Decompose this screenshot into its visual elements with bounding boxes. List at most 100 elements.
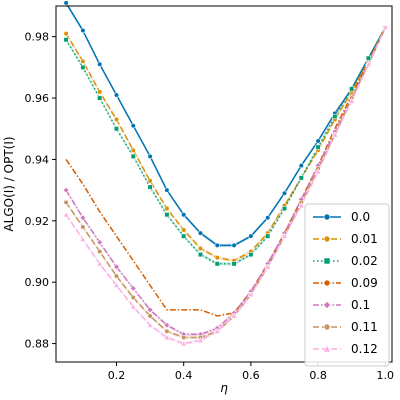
data-point (97, 61, 103, 67)
x-tick-label: 0.2 (108, 369, 126, 382)
data-point (197, 337, 204, 344)
x-axis-ticks: 0.2 0.4 0.6 0.8 1.0 (108, 362, 394, 382)
data-point (129, 285, 137, 292)
series-line (65, 27, 386, 317)
plot-frame (55, 5, 393, 363)
data-point (146, 321, 154, 328)
data-point (63, 0, 69, 6)
series-lines (65, 2, 386, 345)
data-point (214, 255, 220, 261)
data-point (80, 64, 86, 70)
x-tick-label: 1.0 (377, 369, 395, 382)
data-point (181, 334, 187, 341)
data-point (147, 178, 153, 184)
y-axis-label: ALGO(I) / OPT(I) (2, 136, 16, 231)
data-point (214, 261, 220, 267)
data-point (298, 162, 304, 169)
legend-label: 0.02 (351, 254, 378, 268)
y-tick-label: 0.98 (25, 31, 50, 44)
data-point (147, 313, 153, 319)
data-point (181, 227, 187, 233)
data-point (248, 233, 254, 239)
data-point (163, 321, 171, 329)
series-line (65, 27, 386, 336)
data-point (163, 333, 171, 341)
data-point (213, 327, 221, 334)
data-point (164, 328, 170, 334)
data-point (113, 281, 120, 288)
legend: 0.0 0.01 0.02 0.09 0.1 0.11 0.12 (304, 203, 390, 367)
series-line (65, 2, 386, 247)
legend-marker (323, 323, 331, 331)
data-point (315, 144, 321, 150)
legend-marker (322, 300, 332, 310)
data-point (348, 97, 356, 104)
legend-marker (323, 279, 331, 287)
data-point (281, 232, 288, 239)
data-point (231, 261, 237, 267)
data-point (315, 138, 321, 144)
data-point (96, 260, 104, 267)
series-markers (62, 0, 389, 347)
data-point (113, 126, 120, 132)
legend-label: 0.01 (351, 232, 378, 246)
legend-label: 0.0 (351, 210, 370, 224)
legend-marker (323, 213, 331, 221)
data-point (164, 212, 170, 218)
legend-label: 0.12 (351, 342, 378, 356)
data-point (63, 31, 69, 37)
data-point (197, 245, 204, 252)
data-point (365, 55, 372, 61)
data-point (97, 95, 103, 101)
data-point (62, 211, 70, 218)
x-tick-label: 0.8 (309, 369, 327, 382)
data-point (113, 263, 120, 271)
y-tick-label: 0.88 (25, 338, 50, 351)
data-point (230, 312, 238, 319)
y-tick-label: 0.94 (25, 153, 50, 166)
legend-label: 0.09 (351, 276, 378, 290)
data-point (63, 37, 69, 43)
data-point (97, 248, 103, 255)
data-point (265, 215, 271, 221)
y-tick-label: 0.96 (25, 92, 50, 105)
data-point (164, 205, 170, 212)
legend-marker (323, 235, 331, 243)
data-point (80, 58, 86, 64)
data-point (130, 123, 136, 129)
data-point (96, 238, 104, 246)
data-point (349, 86, 355, 92)
series-line (65, 27, 386, 262)
y-axis-ticks: 0.88 0.90 0.92 0.94 0.96 0.98 (25, 31, 56, 351)
data-point (63, 199, 69, 206)
data-point (247, 290, 255, 298)
data-point (146, 306, 154, 314)
legend-marker (322, 344, 332, 353)
data-point (164, 187, 170, 193)
data-point (381, 23, 389, 31)
data-point (130, 147, 136, 153)
data-point (281, 205, 288, 212)
data-point (197, 230, 204, 236)
data-point (181, 212, 187, 218)
legend-marker (323, 257, 331, 265)
data-point (113, 92, 120, 98)
data-point (314, 168, 322, 175)
x-tick-label: 0.6 (242, 369, 260, 382)
data-point (62, 186, 70, 194)
data-point (297, 201, 305, 209)
data-point (129, 303, 137, 310)
data-point (248, 251, 254, 258)
data-point (180, 340, 188, 347)
data-point (265, 233, 271, 239)
y-tick-label: 0.90 (25, 276, 50, 289)
legend-label: 0.11 (351, 320, 378, 334)
data-point (97, 89, 103, 95)
legend-label: 0.1 (351, 298, 370, 312)
data-point (79, 235, 87, 242)
data-point (80, 27, 86, 34)
data-point (79, 214, 87, 222)
x-tick-label: 0.4 (175, 369, 193, 382)
data-point (113, 116, 120, 123)
